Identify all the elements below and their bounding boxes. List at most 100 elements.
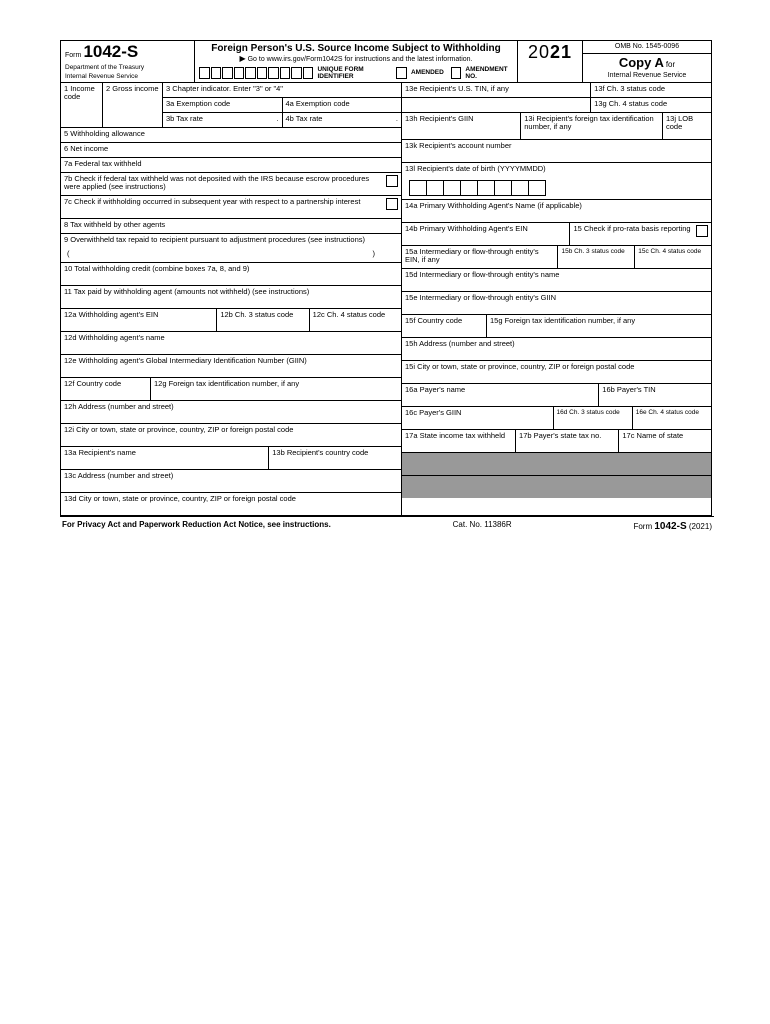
ufi-label: UNIQUE FORM IDENTIFIER — [317, 66, 389, 80]
box-17b[interactable]: 17b Payer's state tax no. — [516, 430, 619, 452]
right-column: 13e Recipient's U.S. TIN, if any 13f Ch.… — [402, 83, 711, 515]
amended-checkbox[interactable] — [396, 67, 407, 79]
amendment-no-box[interactable] — [451, 67, 462, 79]
privacy-notice: For Privacy Act and Paperwork Reduction … — [62, 521, 331, 532]
ufi-box[interactable] — [291, 67, 302, 79]
box-16c[interactable]: 16c Payer's GIIN — [402, 407, 554, 429]
box-15a[interactable]: 15a Intermediary or flow-through entity'… — [402, 246, 558, 268]
box-7a[interactable]: 7a Federal tax withheld — [61, 158, 401, 172]
dob-box[interactable] — [409, 180, 426, 196]
ufi-box[interactable] — [222, 67, 233, 79]
year: 2021 — [528, 42, 572, 62]
dob-box[interactable] — [511, 180, 528, 196]
box-16d[interactable]: 16d Ch. 3 status code — [554, 407, 633, 429]
box-9-value[interactable] — [61, 248, 401, 262]
year-prefix: 20 — [528, 42, 550, 62]
dob-box[interactable] — [460, 180, 477, 196]
box-15f[interactable]: 15f Country code — [402, 315, 487, 337]
dob-box[interactable] — [443, 180, 460, 196]
box-5[interactable]: 5 Withholding allowance — [61, 128, 401, 142]
box-12f[interactable]: 12f Country code — [61, 378, 151, 400]
header-left: Form 1042-S Department of the Treasury I… — [61, 41, 195, 82]
box-6[interactable]: 6 Net income — [61, 143, 401, 157]
copy-irs: Internal Revenue Service — [587, 72, 707, 80]
box-13g[interactable]: 13g Ch. 4 status code — [590, 98, 711, 112]
box-15-checkbox[interactable] — [696, 225, 708, 237]
box-11[interactable]: 11 Tax paid by withholding agent (amount… — [61, 286, 401, 308]
box-3a[interactable]: 3a Exemption code — [163, 98, 283, 112]
box-7b-checkbox[interactable] — [386, 175, 398, 187]
box-7c-checkbox[interactable] — [386, 198, 398, 210]
box-9-label: 9 Overwithheld tax repaid to recipient p… — [61, 234, 401, 248]
box-13c[interactable]: 13c Address (number and street) — [61, 470, 401, 492]
amended-label: AMENDED — [411, 69, 444, 76]
box-15d[interactable]: 15d Intermediary or flow-through entity'… — [402, 269, 711, 291]
box-13f[interactable]: 13f Ch. 3 status code — [591, 83, 711, 97]
box-12d[interactable]: 12d Withholding agent's name — [61, 332, 401, 354]
box-3b[interactable]: 3b Tax rate. — [163, 113, 283, 127]
box-13e[interactable]: 13e Recipient's U.S. TIN, if any — [402, 83, 591, 97]
ufi-box[interactable] — [234, 67, 245, 79]
box-12h[interactable]: 12h Address (number and street) — [61, 401, 401, 423]
box-15-label: 15 Check if pro-rata basis reporting — [573, 225, 690, 233]
box-13l-boxes — [402, 177, 711, 199]
ufi-box[interactable] — [268, 67, 279, 79]
ufi-box[interactable] — [211, 67, 222, 79]
dob-box[interactable] — [494, 180, 511, 196]
box-15g[interactable]: 15g Foreign tax identification number, i… — [487, 315, 711, 337]
grey-block-2 — [402, 476, 711, 498]
box-12e[interactable]: 12e Withholding agent's Global Intermedi… — [61, 355, 401, 377]
dept-treasury: Department of the Treasury — [65, 64, 190, 71]
box-16b[interactable]: 16b Payer's TIN — [599, 384, 711, 406]
header-year: 2021 — [518, 41, 583, 82]
ufi-box[interactable] — [303, 67, 314, 79]
dob-box[interactable] — [528, 180, 546, 196]
ufi-box[interactable] — [245, 67, 256, 79]
box-13a[interactable]: 13a Recipient's name — [61, 447, 269, 469]
box-16e[interactable]: 16e Ch. 4 status code — [633, 407, 711, 429]
form-subtitle: ▶ Go to www.irs.gov/Form1042S for instru… — [199, 55, 513, 64]
box-10[interactable]: 10 Total withholding credit (combine box… — [61, 263, 401, 285]
box-3b-label: 3b Tax rate — [166, 114, 203, 123]
box-17a[interactable]: 17a State income tax withheld — [402, 430, 516, 452]
box-12c[interactable]: 12c Ch. 4 status code — [310, 309, 401, 331]
box-2[interactable]: 2 Gross income — [103, 83, 163, 127]
box-15i[interactable]: 15i City or town, state or province, cou… — [402, 361, 711, 383]
box-3[interactable]: 3 Chapter indicator. Enter "3" or "4" — [163, 83, 401, 97]
box-15e[interactable]: 15e Intermediary or flow-through entity'… — [402, 292, 711, 314]
box-13j[interactable]: 13j LOB code — [663, 113, 711, 139]
box-4a[interactable]: 4a Exemption code — [283, 98, 402, 112]
year-suffix: 21 — [550, 42, 572, 62]
form-title: Foreign Person's U.S. Source Income Subj… — [199, 43, 513, 54]
box-14b[interactable]: 14b Primary Withholding Agent's EIN — [402, 223, 570, 245]
box-15h[interactable]: 15h Address (number and street) — [402, 338, 711, 360]
ufi-box[interactable] — [199, 67, 210, 79]
box-13k[interactable]: 13k Recipient's account number — [402, 140, 711, 162]
form-label: Form — [65, 52, 81, 59]
ufi-row: UNIQUE FORM IDENTIFIER AMENDED AMENDMENT… — [199, 66, 513, 80]
header-right: OMB No. 1545-0096 Copy A for Internal Re… — [583, 41, 711, 82]
box-15c[interactable]: 15c Ch. 4 status code — [635, 246, 711, 268]
ufi-box[interactable] — [280, 67, 291, 79]
footer-form-num: 1042-S — [654, 521, 686, 532]
box-1[interactable]: 1 Income code — [61, 83, 103, 127]
box-12i[interactable]: 12i City or town, state or province, cou… — [61, 424, 401, 446]
box-15b[interactable]: 15b Ch. 3 status code — [558, 246, 635, 268]
box-16a[interactable]: 16a Payer's name — [402, 384, 599, 406]
box-12b[interactable]: 12b Ch. 3 status code — [217, 309, 309, 331]
box-4b[interactable]: 4b Tax rate. — [283, 113, 402, 127]
box-14a[interactable]: 14a Primary Withholding Agent's Name (if… — [402, 200, 711, 222]
dob-box[interactable] — [426, 180, 443, 196]
box-13b[interactable]: 13b Recipient's country code — [269, 447, 401, 469]
box-13d[interactable]: 13d City or town, state or province, cou… — [61, 493, 401, 515]
box-12g[interactable]: 12g Foreign tax identification number, i… — [151, 378, 401, 400]
box-13i[interactable]: 13i Recipient's foreign tax identificati… — [521, 113, 663, 139]
dob-box[interactable] — [477, 180, 494, 196]
cat-number: Cat. No. 11386R — [453, 521, 512, 532]
box-17c[interactable]: 17c Name of state — [619, 430, 711, 452]
box-12a[interactable]: 12a Withholding agent's EIN — [61, 309, 217, 331]
box-13h[interactable]: 13h Recipient's GIIN — [402, 113, 521, 139]
form-header: Form 1042-S Department of the Treasury I… — [61, 41, 711, 83]
ufi-box[interactable] — [257, 67, 268, 79]
box-8[interactable]: 8 Tax withheld by other agents — [61, 219, 401, 233]
